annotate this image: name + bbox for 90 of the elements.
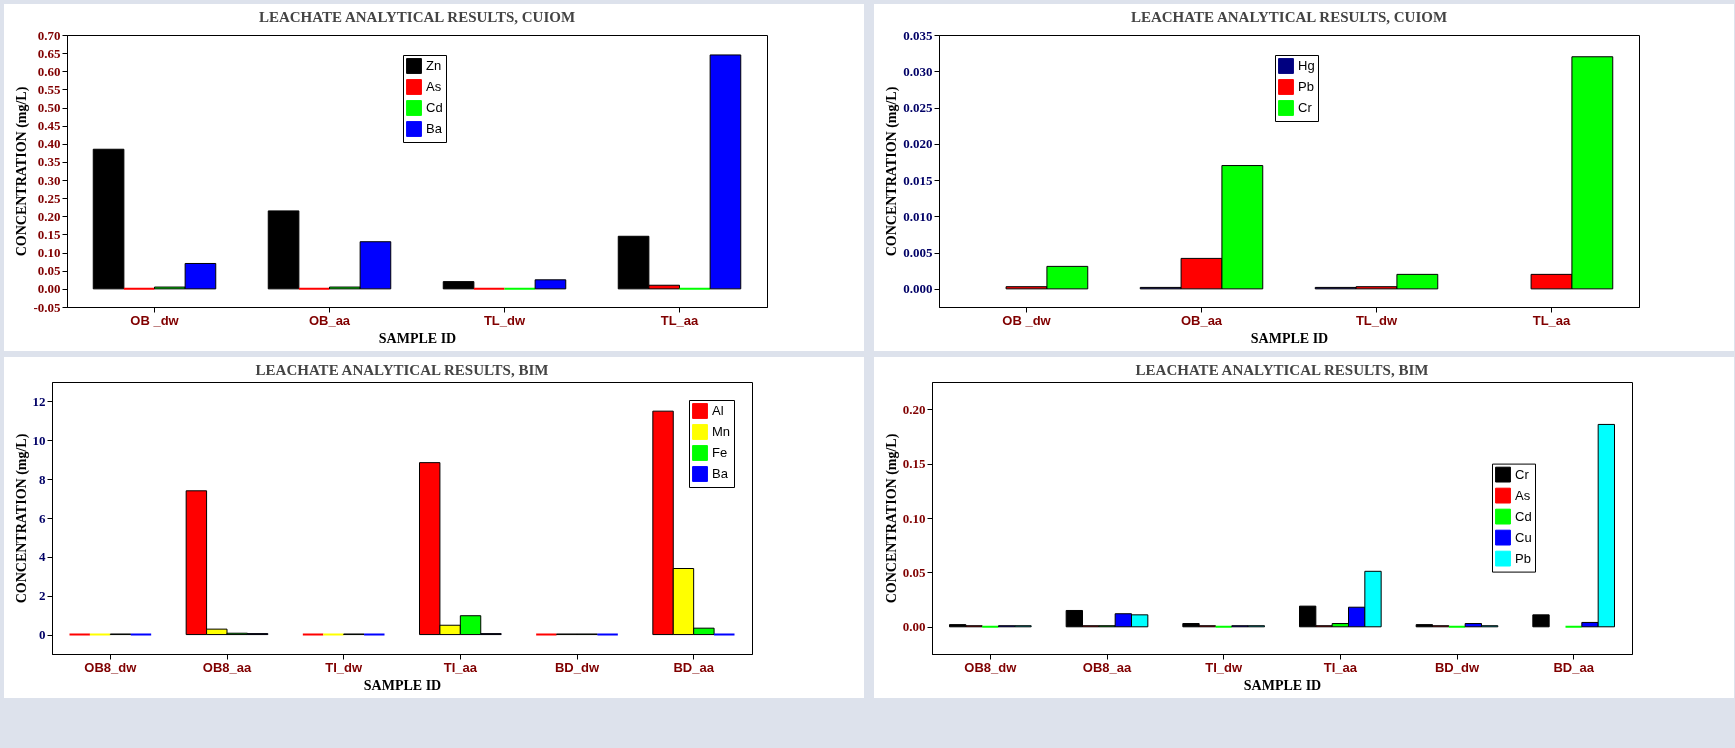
bar xyxy=(709,54,742,290)
legend-label: Cd xyxy=(1515,508,1532,524)
x-tick-label: TL_aa xyxy=(660,312,700,328)
bar xyxy=(534,279,567,290)
y-tick-label: 0.10 xyxy=(37,245,61,261)
y-tick-label: 0.25 xyxy=(37,190,61,206)
legend-label: Cr xyxy=(1298,100,1313,115)
legend-label: Pb xyxy=(1515,550,1531,566)
y-tick-label: 0.55 xyxy=(37,81,61,97)
y-tick-label: 4 xyxy=(39,549,46,565)
bar xyxy=(442,281,475,290)
y-tick-label: 0.030 xyxy=(903,63,933,79)
y-tick-label: 0.45 xyxy=(37,118,61,134)
y-axis-title: CONCENTRATION (mg/L) xyxy=(14,86,31,257)
y-tick-label: 0.15 xyxy=(902,456,926,472)
y-tick-label: 0.005 xyxy=(903,245,933,261)
legend-label: Cd xyxy=(426,100,443,115)
y-tick-label: 0.35 xyxy=(37,154,61,170)
y-tick-label: 0.015 xyxy=(903,172,933,188)
x-tick-label: TL_aa xyxy=(1532,312,1572,328)
y-tick-label: 0.00 xyxy=(902,619,926,635)
x-tick-label: OB8_dw xyxy=(84,659,138,675)
legend-label: Cu xyxy=(1515,529,1532,545)
legend-label: Pb xyxy=(1298,79,1314,94)
x-tick-label: OB8_aa xyxy=(202,659,252,675)
x-axis-title: SAMPLE ID xyxy=(363,677,442,693)
y-axis-title: CONCENTRATION (mg/L) xyxy=(884,86,901,257)
y-tick-label: 2 xyxy=(39,588,46,604)
y-tick-label: 0.05 xyxy=(37,263,61,279)
x-tick-label: OB _dw xyxy=(1002,312,1052,328)
x-tick-label: TL_dw xyxy=(483,312,526,328)
legend-label: As xyxy=(1515,487,1531,503)
bar xyxy=(92,148,125,290)
legend-label: Cr xyxy=(1515,466,1530,482)
legend-label: Al xyxy=(712,403,724,418)
y-tick-label: 0.60 xyxy=(37,63,61,79)
legend-label: Ba xyxy=(426,121,443,136)
y-tick-label: 0.010 xyxy=(903,208,933,224)
y-tick-label: 0.15 xyxy=(37,226,61,242)
x-tick-label: OB8_dw xyxy=(964,659,1018,675)
x-tick-label: TL_dw xyxy=(1355,312,1398,328)
x-axis-title: SAMPLE ID xyxy=(378,330,457,346)
chart-title: LEACHATE ANALYTICAL RESULTS, CUIOM xyxy=(1130,9,1448,25)
y-tick-label: 0.20 xyxy=(902,401,926,417)
chart-title: LEACHATE ANALYTICAL RESULTS, CUIOM xyxy=(258,9,576,25)
x-tick-label: BD_aa xyxy=(1553,659,1595,675)
x-tick-label: TI_dw xyxy=(1205,659,1243,675)
x-tick-label: TI_aa xyxy=(1323,659,1358,675)
y-axis-title: CONCENTRATION (mg/L) xyxy=(883,433,900,604)
y-tick-label: 10 xyxy=(32,432,46,448)
y-tick-label: 0.65 xyxy=(37,45,61,61)
x-tick-label: OB_aa xyxy=(1180,312,1223,328)
y-tick-label: 0.50 xyxy=(37,100,61,116)
y-tick-label: 0.70 xyxy=(37,27,61,43)
y-tick-label: 0.40 xyxy=(37,136,61,152)
legend-label: Hg xyxy=(1298,58,1315,73)
legend-label: Mn xyxy=(712,424,731,439)
y-tick-label: 0.05 xyxy=(902,564,926,580)
x-tick-label: BD_aa xyxy=(673,659,715,675)
y-tick-label: 0.025 xyxy=(903,100,933,116)
bar xyxy=(1532,614,1550,628)
chart-title: LEACHATE ANALYTICAL RESULTS, BIM xyxy=(255,362,549,378)
chart-title: LEACHATE ANALYTICAL RESULTS, BIM xyxy=(1135,362,1429,378)
y-tick-label: 12 xyxy=(32,393,46,409)
y-tick-label: 8 xyxy=(39,471,46,487)
y-tick-label: 0.020 xyxy=(903,136,933,152)
x-axis-title: SAMPLE ID xyxy=(1250,330,1329,346)
x-tick-label: OB_aa xyxy=(308,312,351,328)
y-tick-label: 0.00 xyxy=(37,281,61,297)
y-tick-label: -0.05 xyxy=(33,299,61,315)
x-tick-label: OB _dw xyxy=(130,312,180,328)
y-tick-label: 6 xyxy=(39,510,46,526)
x-tick-label: BD_dw xyxy=(1434,659,1480,675)
y-tick-label: 0 xyxy=(39,627,46,643)
y-tick-label: 0.035 xyxy=(903,27,933,43)
x-tick-label: BD_dw xyxy=(554,659,600,675)
x-tick-label: OB8_aa xyxy=(1082,659,1132,675)
legend-label: Fe xyxy=(712,445,728,460)
y-axis-title: CONCENTRATION (mg/L) xyxy=(13,433,30,604)
y-tick-label: 0.30 xyxy=(37,172,61,188)
x-axis-title: SAMPLE ID xyxy=(1243,677,1322,693)
bar xyxy=(267,210,300,290)
x-tick-label: TI_aa xyxy=(443,659,478,675)
y-tick-label: 0.000 xyxy=(903,281,933,297)
x-tick-label: TI_dw xyxy=(325,659,363,675)
legend-label: Ba xyxy=(712,466,729,481)
y-tick-label: 0.20 xyxy=(37,208,61,224)
y-tick-label: 0.10 xyxy=(902,510,926,526)
legend-label: As xyxy=(426,79,442,94)
legend-label: Zn xyxy=(426,58,442,73)
